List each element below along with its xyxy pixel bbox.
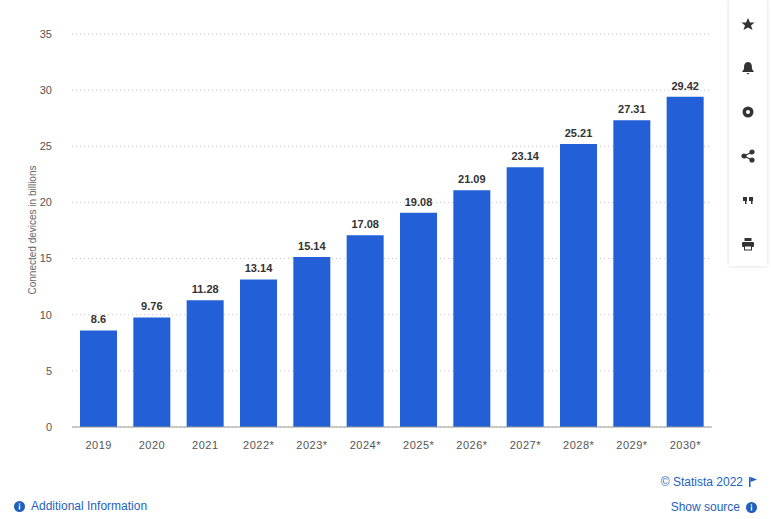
svg-text:2028*: 2028* [563, 439, 594, 451]
svg-text:30: 30 [40, 84, 52, 96]
svg-text:20: 20 [40, 196, 52, 208]
svg-text:2023*: 2023* [296, 439, 327, 451]
svg-text:13.14: 13.14 [245, 262, 273, 274]
svg-text:11.28: 11.28 [192, 283, 219, 295]
svg-text:2024*: 2024* [350, 439, 381, 451]
svg-text:15: 15 [40, 252, 52, 264]
svg-text:2026*: 2026* [456, 439, 487, 451]
html-text:Show source: Show source [670, 500, 740, 514]
html-text:© Statista 2022: © Statista 2022 [660, 475, 743, 489]
html-text:Additional Information: Additional Information [31, 499, 148, 513]
svg-text:8.6: 8.6 [91, 313, 106, 325]
svg-text:25.21: 25.21 [565, 127, 593, 139]
svg-text:5: 5 [46, 365, 52, 377]
svg-text:35: 35 [40, 28, 52, 40]
svg-text:2029*: 2029* [616, 439, 647, 451]
svg-text:17.08: 17.08 [351, 218, 379, 230]
svg-text:23.14: 23.14 [511, 150, 539, 162]
svg-text:21.09: 21.09 [458, 173, 486, 185]
svg-text:2030*: 2030* [670, 439, 701, 451]
svg-text:2019: 2019 [85, 439, 111, 451]
svg-text:29.42: 29.42 [671, 80, 699, 92]
svg-text:2027*: 2027* [510, 439, 541, 451]
svg-text:27.31: 27.31 [618, 103, 646, 115]
svg-text:0: 0 [46, 421, 52, 433]
svg-text:19.08: 19.08 [405, 196, 433, 208]
svg-text:15.14: 15.14 [298, 240, 326, 252]
svg-text:10: 10 [40, 309, 52, 321]
svg-text:2025*: 2025* [403, 439, 434, 451]
html-text:Connected devices in billions: Connected devices in billions [26, 165, 38, 295]
svg-text:2020: 2020 [139, 439, 165, 451]
svg-text:2021: 2021 [192, 439, 218, 451]
svg-text:25: 25 [40, 140, 52, 152]
svg-text:2022*: 2022* [243, 439, 274, 451]
svg-text:9.76: 9.76 [141, 300, 162, 312]
